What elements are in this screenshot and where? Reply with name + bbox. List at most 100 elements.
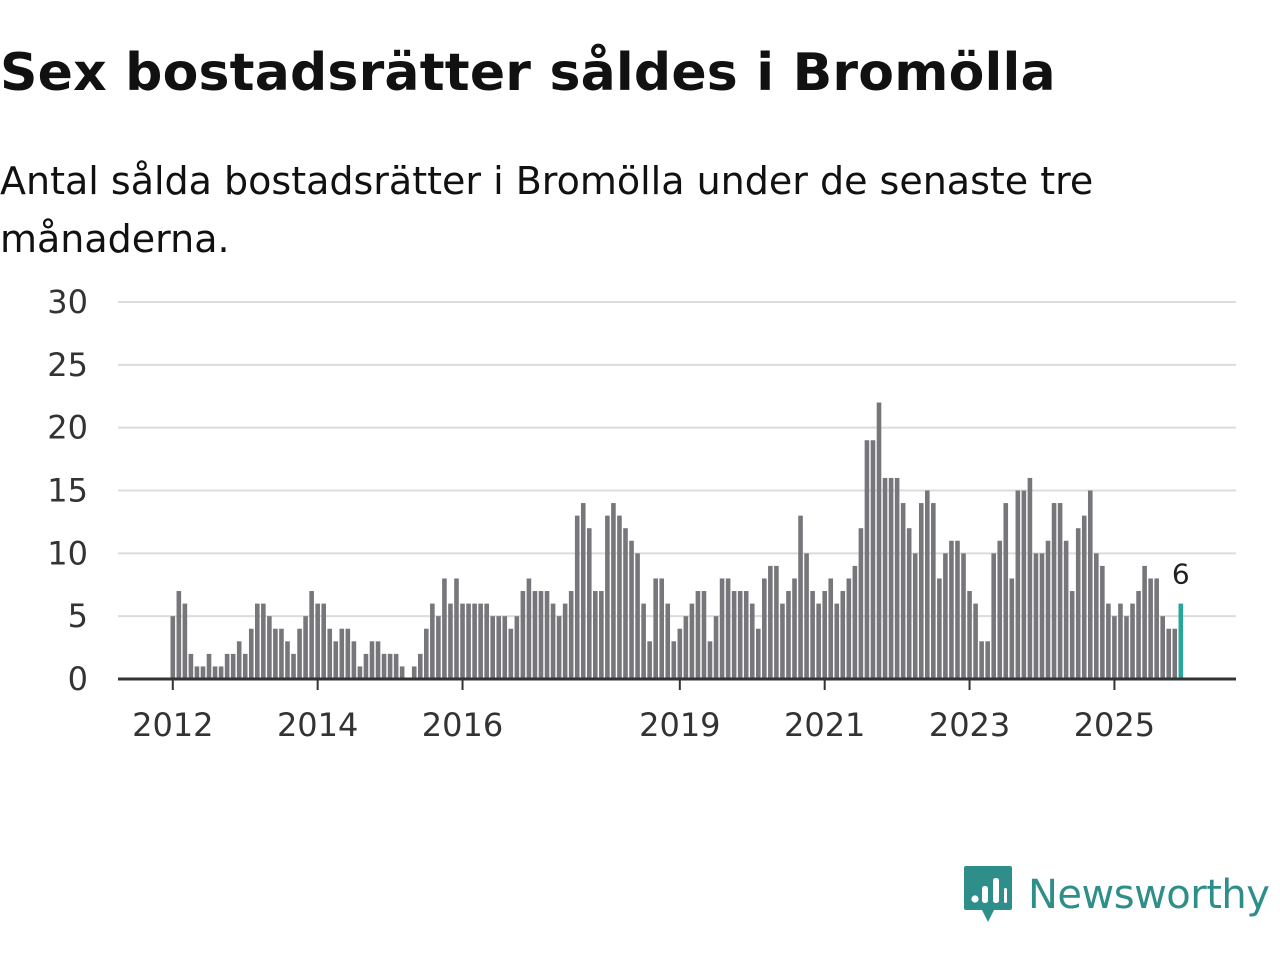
bar [918, 503, 924, 679]
bar [822, 591, 827, 679]
bar [1015, 490, 1021, 679]
bar [478, 603, 483, 679]
bar [550, 603, 556, 679]
y-tick-label: 15 [47, 472, 88, 510]
bar [689, 603, 695, 679]
bars [170, 402, 1184, 679]
x-tick-label: 2021 [784, 706, 865, 744]
bar [194, 666, 200, 679]
bar [997, 540, 1003, 679]
bar [635, 553, 640, 679]
bar [381, 653, 387, 679]
bar [279, 628, 284, 679]
bar [768, 565, 773, 679]
bar [1124, 616, 1129, 679]
bar [375, 641, 381, 679]
bar [912, 553, 918, 679]
bar [273, 628, 278, 679]
bar [1154, 578, 1159, 679]
bar [206, 653, 212, 679]
bar [677, 628, 683, 679]
bar [599, 591, 604, 679]
bar [285, 641, 290, 679]
bar [502, 616, 508, 679]
annotations: 6 [1172, 558, 1190, 591]
newsworthy-logo: Newsworthy [962, 862, 1270, 928]
bar [1063, 540, 1069, 679]
bar [786, 591, 791, 679]
bar [333, 641, 339, 679]
bar [309, 591, 314, 679]
bar [671, 641, 677, 679]
bar [1051, 503, 1057, 679]
y-tick-label: 0 [68, 660, 88, 698]
bar [212, 666, 218, 679]
bar [586, 528, 592, 679]
bar [834, 603, 840, 679]
bar [798, 515, 803, 679]
bar [472, 603, 477, 679]
bar [683, 616, 689, 679]
bar [937, 578, 942, 679]
bar [593, 591, 598, 679]
bar [399, 666, 405, 679]
last-value-label: 6 [1172, 558, 1190, 591]
bar [218, 666, 224, 679]
x-tick-label: 2025 [1074, 706, 1155, 744]
bar [230, 653, 236, 679]
bar [1003, 503, 1009, 679]
bar [508, 628, 514, 679]
bar [762, 578, 767, 679]
bar [520, 591, 526, 679]
bar [605, 515, 610, 679]
bar [725, 578, 731, 679]
bar [695, 591, 701, 679]
bar [900, 503, 906, 679]
bar [731, 591, 737, 679]
bar [1112, 616, 1117, 679]
bar [846, 578, 852, 679]
bar [888, 477, 894, 679]
x-axis-ticks: 2012 2014 2016 2019 2021 2023 2025 [132, 679, 1155, 744]
bar [1039, 553, 1045, 679]
bar [393, 653, 399, 679]
bar [176, 591, 182, 679]
bar [1130, 603, 1135, 679]
bar [490, 616, 496, 679]
bar [665, 603, 671, 679]
bar [182, 603, 188, 679]
bar [454, 578, 459, 679]
bar [864, 440, 870, 679]
x-tick-label: 2019 [639, 706, 720, 744]
bar [448, 603, 453, 679]
bar [236, 641, 242, 679]
bar [617, 515, 622, 679]
bar [532, 591, 538, 679]
bar [719, 578, 725, 679]
bar [792, 578, 797, 679]
bar [460, 603, 465, 679]
bar [1100, 565, 1105, 679]
bar [961, 553, 966, 679]
bar [514, 616, 520, 679]
brand-name: Newsworthy [1028, 872, 1270, 918]
bar [345, 628, 351, 679]
bar [973, 603, 978, 679]
bar [991, 553, 996, 679]
bar [291, 653, 296, 679]
bar [755, 628, 761, 679]
bar [1045, 540, 1051, 679]
bar-latest [1178, 603, 1184, 679]
bar [363, 653, 369, 679]
bar [647, 641, 652, 679]
bar [925, 490, 930, 679]
bar [255, 603, 260, 679]
bar [544, 591, 550, 679]
bar [852, 565, 858, 679]
bar [339, 628, 345, 679]
bar [1172, 628, 1178, 679]
bar [985, 641, 990, 679]
x-tick-label: 2016 [422, 706, 503, 744]
x-tick-label: 2012 [132, 706, 213, 744]
